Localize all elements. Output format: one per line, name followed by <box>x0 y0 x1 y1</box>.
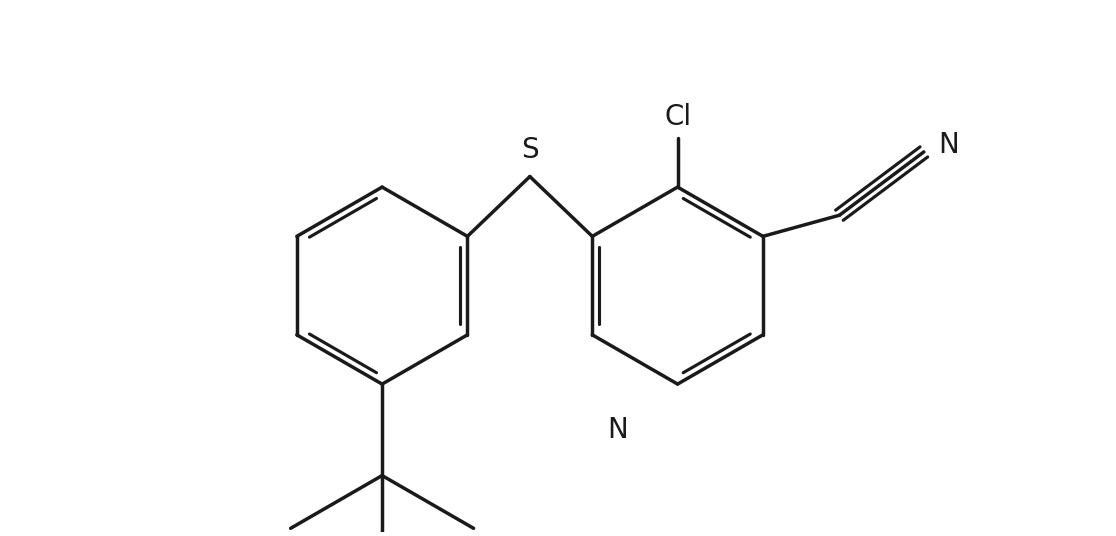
Text: Cl: Cl <box>664 103 691 131</box>
Text: S: S <box>521 136 539 164</box>
Text: N: N <box>937 131 959 159</box>
Text: N: N <box>607 416 628 444</box>
